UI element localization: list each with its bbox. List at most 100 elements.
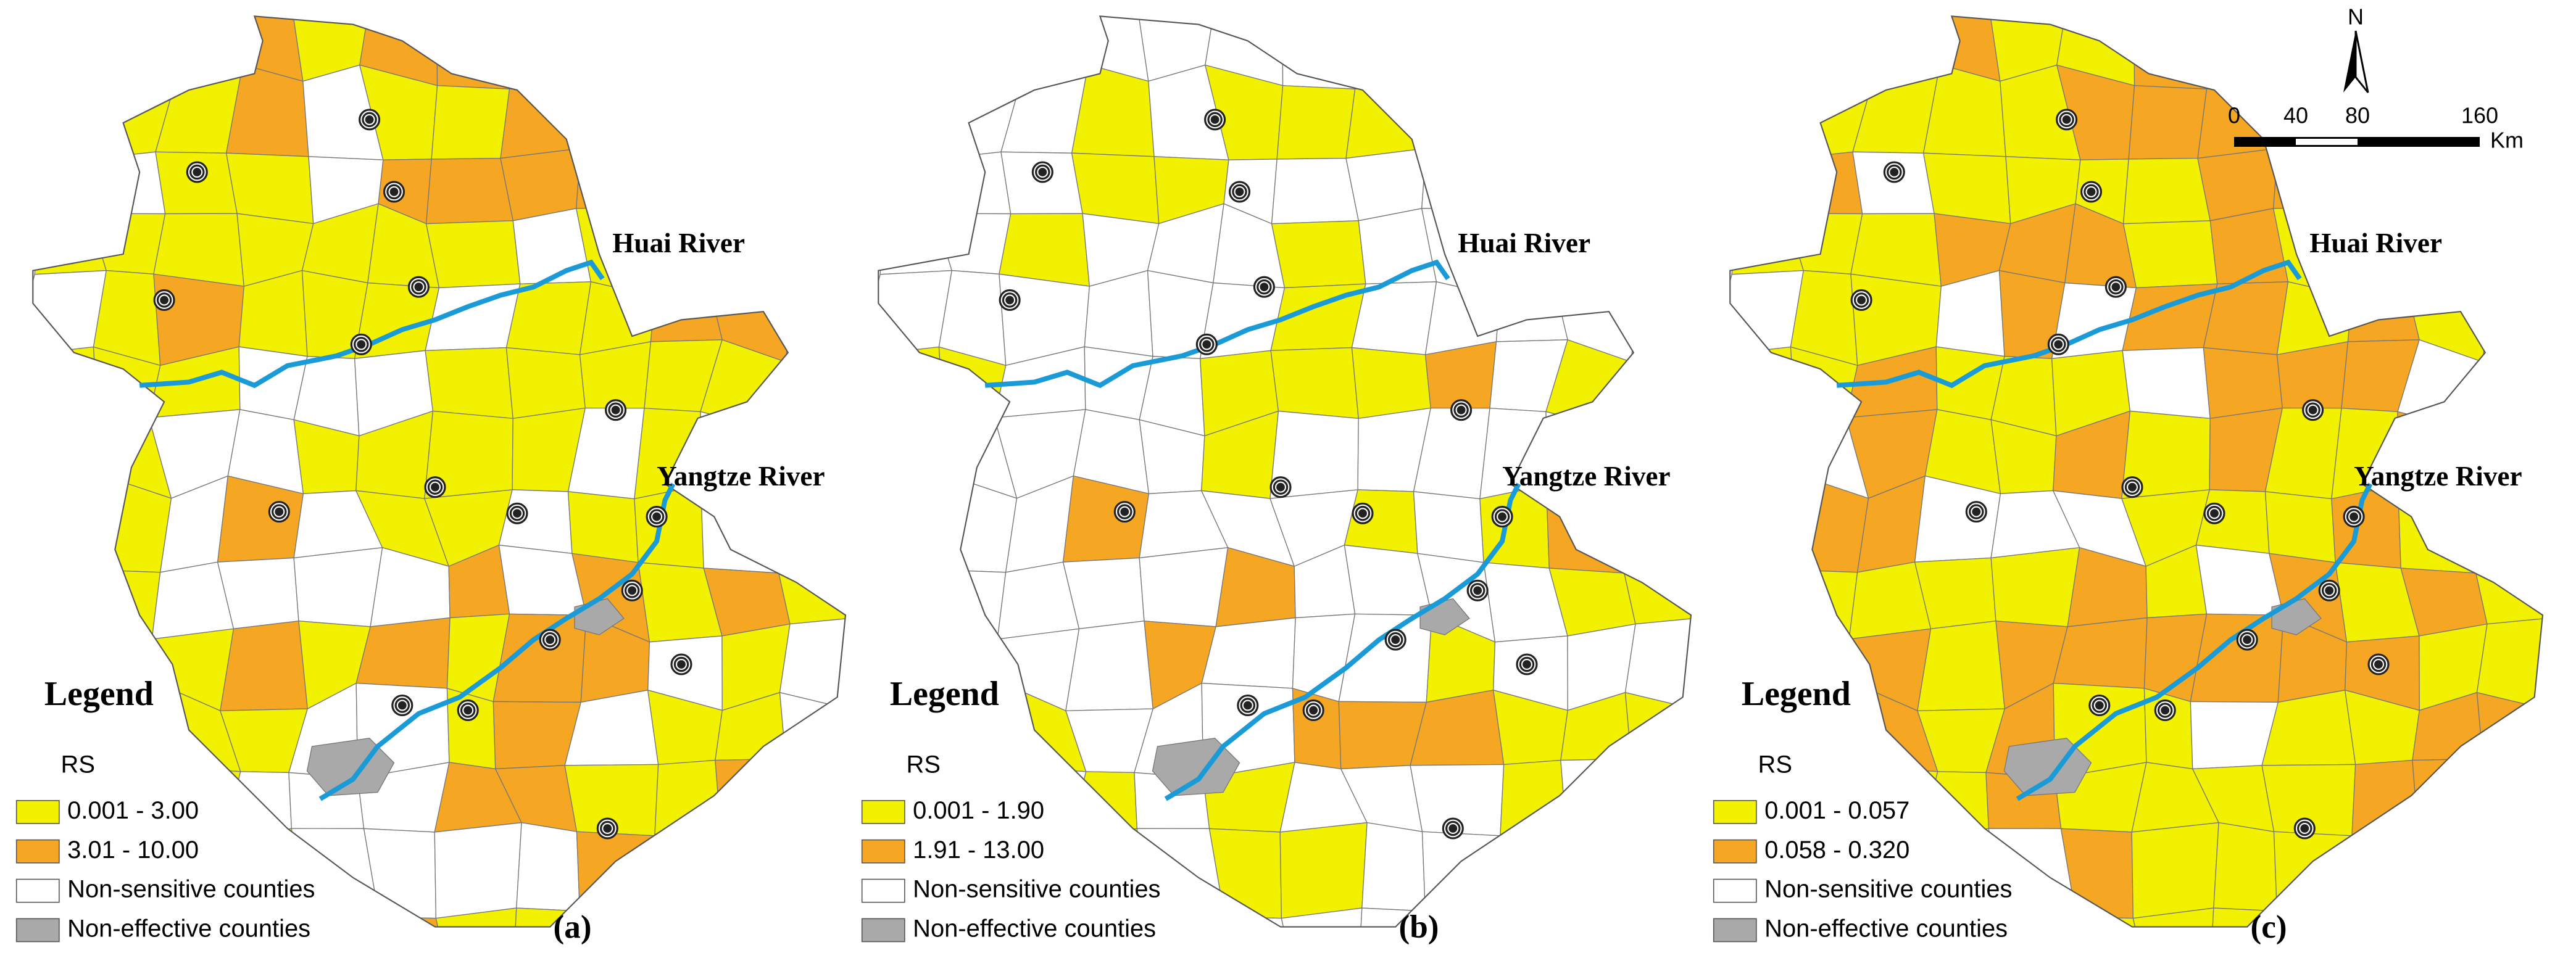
county [34,213,107,275]
county [434,822,522,919]
city-marker [2128,482,2137,492]
county [878,476,953,572]
map-panel: Huai River Yangtze River Legend RS 0.001 - 3… [15,0,929,945]
county [1270,347,1359,419]
legend-swatch [861,839,905,864]
city-marker [2087,188,2096,196]
county [241,16,304,82]
county [2329,835,2420,900]
county [1147,910,1226,927]
county [1631,287,1690,363]
county [878,142,935,225]
county [1351,347,1431,419]
legend-swatch [15,839,60,864]
county [642,131,717,213]
city-marker [1498,512,1507,521]
county [999,213,1091,287]
county [715,758,794,849]
legend-label: 1.91 - 13.00 [913,836,1044,864]
city-marker [431,482,439,492]
county [642,69,721,141]
city-marker [397,701,407,710]
county [2128,85,2208,160]
river-label: Yangtze River [1502,461,1670,492]
county [845,494,846,571]
city-marker [1260,283,1269,292]
county [2266,16,2358,89]
city-marker [414,283,423,292]
city-marker [1448,824,1458,833]
city-marker [652,512,662,521]
county [153,213,245,287]
river [1164,482,1521,801]
county [33,569,109,635]
city-marker [611,405,620,415]
province-outline [878,15,1692,928]
city-marker [2308,405,2317,415]
county [1487,131,1562,213]
river-label: Yangtze River [657,461,825,492]
county [1705,0,1760,89]
legend-swatch [1713,839,1757,864]
county [1730,270,1805,357]
county [363,828,437,919]
county [516,822,581,912]
county [1701,144,1772,229]
county [2476,691,2543,761]
county [1545,484,1625,574]
legend-label: 0.001 - 1.90 [913,797,1044,824]
county [1279,822,1368,919]
county [431,85,510,160]
river-label: Huai River [612,228,745,258]
legend-title: Legend [44,675,154,713]
city-marker [1523,660,1531,669]
county [221,771,293,848]
city-marker [1391,635,1400,645]
county [575,140,649,209]
county [1415,86,1506,149]
county [225,152,314,225]
county [2554,821,2576,906]
legend-label: Non-sensitive counties [67,876,315,903]
county [934,16,1019,93]
county [2554,889,2576,974]
county [1730,412,1805,489]
county [86,151,166,215]
county [2542,558,2543,628]
county [878,412,953,489]
county [1634,16,1692,89]
city-marker [2161,706,2170,715]
county [1631,758,1692,843]
county [1477,835,1569,900]
legend-label: Non-effective counties [913,915,1156,942]
city-marker [2374,660,2383,669]
county [2053,617,2148,689]
county [2553,144,2576,229]
county [1421,140,1494,209]
city-marker [1857,295,1866,305]
county [1545,895,1631,927]
county [1003,16,1089,93]
county [2134,16,2208,90]
county [2203,347,2283,419]
city-marker [2243,635,2252,645]
county [858,419,929,498]
county [704,841,794,910]
county [1139,547,1229,627]
county [1338,613,1432,703]
county [878,16,937,75]
county [1730,16,1789,75]
river [984,259,1450,389]
city-marker [2325,586,2334,595]
county [2213,822,2278,912]
county [1855,16,1940,93]
county [878,270,953,357]
city-marker [1972,507,1981,516]
county [2264,491,2336,563]
county [860,0,915,89]
county [878,72,937,160]
county [2540,346,2543,420]
north-arrow [2343,31,2356,93]
city-marker [1890,168,1899,176]
county [1990,547,2080,627]
